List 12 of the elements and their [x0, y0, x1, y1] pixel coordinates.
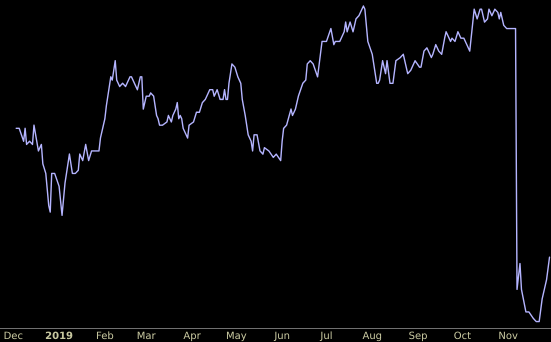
x-tick-label: Oct — [454, 331, 472, 342]
x-tick-label: Nov — [498, 331, 518, 342]
x-tick-label: Dec — [4, 331, 23, 342]
x-tick-label: 2019 — [45, 331, 74, 342]
x-tick-label: Aug — [362, 331, 382, 342]
x-tick-label: Jul — [319, 331, 333, 342]
x-tick-label: Apr — [183, 331, 202, 342]
x-tick-label: Jun — [273, 331, 290, 342]
x-tick-label: Sep — [408, 331, 428, 342]
x-tick-label: May — [226, 331, 247, 342]
x-tick-label: Feb — [96, 331, 114, 342]
x-tick-label: Mar — [136, 331, 157, 342]
